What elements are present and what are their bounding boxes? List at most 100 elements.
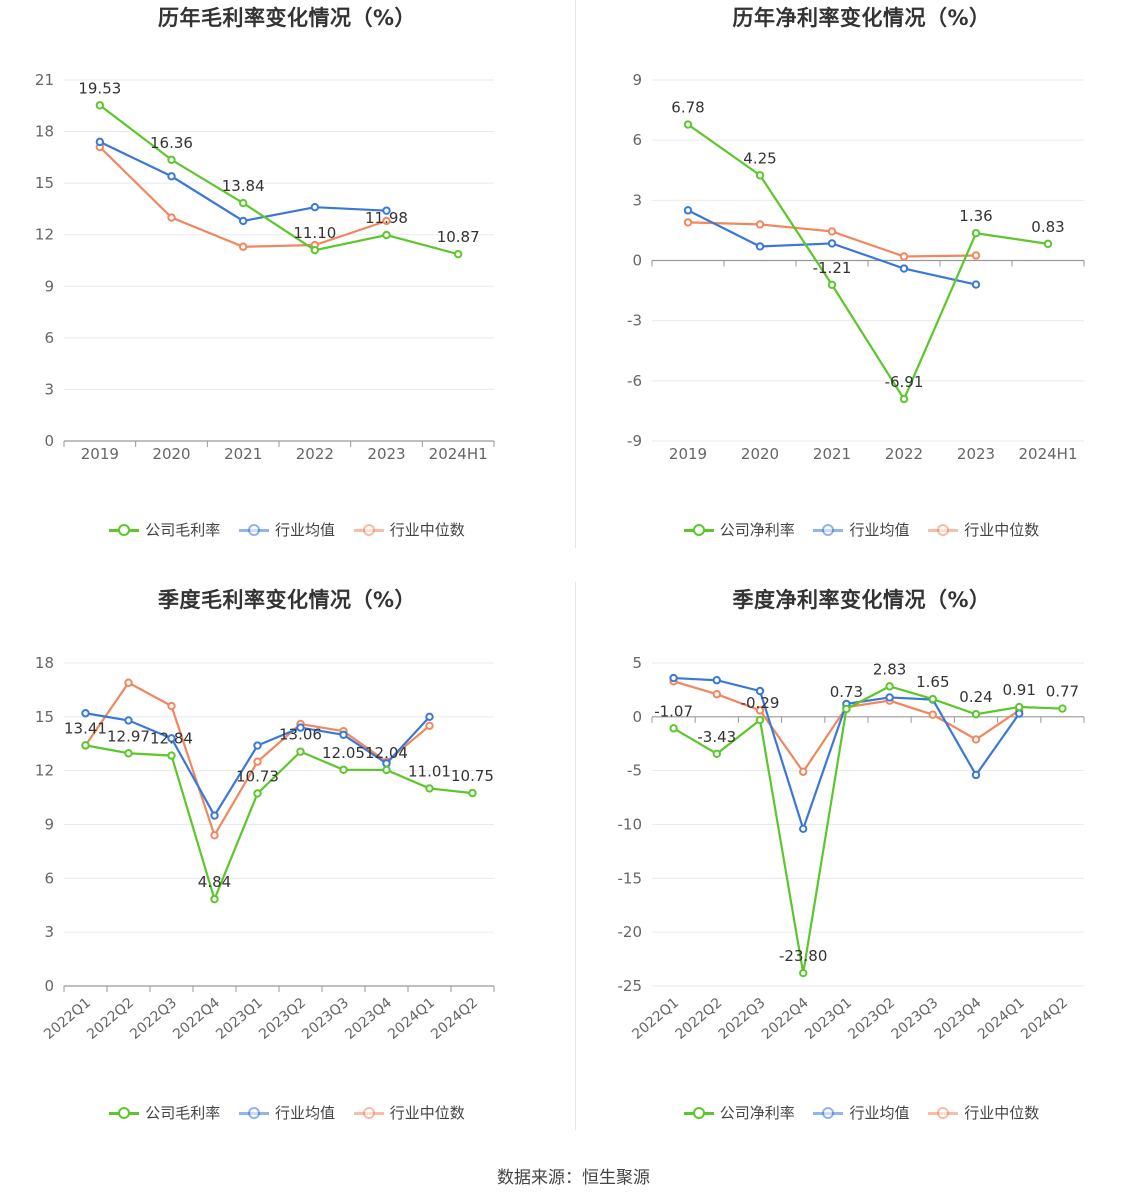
data-label: 11.98 xyxy=(365,209,408,227)
legend-item-industry-median[interactable]: 行业中位数 xyxy=(928,1102,1039,1123)
data-label: 16.36 xyxy=(150,134,193,152)
panel-divider xyxy=(575,0,576,548)
y-tick-label: 0 xyxy=(44,432,54,450)
legend-item-industry-median[interactable]: 行业中位数 xyxy=(928,519,1039,540)
x-tick-label: 2023Q1 xyxy=(802,995,855,1043)
quarterly-net-margin-panel: 季度净利率变化情况（%） -25 -20 -15 -10 -5 0 5 2022Q1 2022Q… xyxy=(576,582,1147,1142)
legend-item-company[interactable]: 公司毛利率 xyxy=(109,519,220,540)
legend-label: 行业中位数 xyxy=(389,521,465,539)
x-tick-label: 2022Q2 xyxy=(673,995,726,1043)
legend-item-company[interactable]: 公司净利率 xyxy=(683,519,795,540)
legend-label: 公司净利率 xyxy=(719,521,795,539)
legend-label: 行业均值 xyxy=(274,521,335,539)
x-tick-label: 2021 xyxy=(813,445,851,463)
legend-item-company[interactable]: 公司毛利率 xyxy=(109,1102,220,1123)
chart-legend: 公司毛利率 行业均值 行业中位数 xyxy=(0,519,574,540)
x-tick-label: 2022Q3 xyxy=(716,995,769,1043)
data-point xyxy=(167,701,176,711)
legend-label: 公司毛利率 xyxy=(145,1104,221,1122)
data-point xyxy=(712,749,722,758)
data-label: 0.73 xyxy=(830,683,863,701)
y-tick-label: 0 xyxy=(44,977,54,995)
data-label: 10.73 xyxy=(236,767,279,785)
data-label: 13.06 xyxy=(279,726,322,744)
y-tick-label: -5 xyxy=(627,762,642,780)
y-tick-label: 12 xyxy=(35,762,54,780)
x-tick-label: 2020 xyxy=(741,445,779,463)
data-point xyxy=(310,203,320,212)
data-label: 0.91 xyxy=(1002,681,1035,699)
data-point xyxy=(755,171,765,180)
legend-item-industry-median[interactable]: 行业中位数 xyxy=(353,1102,465,1123)
legend-item-industry-mean[interactable]: 行业均值 xyxy=(238,1102,335,1123)
x-tick-label: 2020 xyxy=(152,445,190,463)
data-point xyxy=(971,735,981,744)
data-label: 12.04 xyxy=(365,744,408,762)
data-point xyxy=(425,721,434,731)
y-tick-label: -9 xyxy=(627,432,642,450)
data-point xyxy=(971,710,981,719)
y-tick-label: 15 xyxy=(35,708,54,726)
data-label: 0.77 xyxy=(1046,683,1079,701)
data-point xyxy=(453,249,463,259)
y-tick-label: -20 xyxy=(618,923,643,941)
data-label: 1.36 xyxy=(959,207,992,225)
legend-item-industry-mean[interactable]: 行业均值 xyxy=(813,1102,910,1123)
x-tick-label: 2024Q1 xyxy=(975,995,1028,1043)
data-point xyxy=(827,227,837,236)
data-point xyxy=(827,280,837,289)
legend-item-industry-median[interactable]: 行业中位数 xyxy=(353,519,465,540)
x-tick-label: 2023Q1 xyxy=(213,995,266,1043)
data-point xyxy=(683,120,693,129)
legend-item-industry-mean[interactable]: 行业均值 xyxy=(813,519,910,540)
data-label: -6.91 xyxy=(885,373,924,391)
data-point xyxy=(669,724,678,733)
data-point xyxy=(81,709,90,718)
quarterly-gross-margin-panel: 季度毛利率变化情况（%） 0 3 6 9 12 15 18 2022Q1 2022Q2 2022Q… xyxy=(0,582,574,1142)
y-tick-label: 18 xyxy=(35,123,54,141)
data-point xyxy=(842,704,851,714)
x-tick-label: 2022 xyxy=(885,445,923,463)
data-point xyxy=(899,252,909,261)
data-source-note: 数据来源：恒生聚源 xyxy=(497,1168,650,1188)
y-tick-label: 9 xyxy=(44,816,54,834)
data-point xyxy=(124,716,133,725)
data-point xyxy=(971,251,981,260)
data-point xyxy=(95,137,105,147)
data-point xyxy=(1043,239,1053,249)
data-point xyxy=(253,789,262,798)
y-tick-label: -6 xyxy=(627,372,642,390)
quarterly-net-margin-chart: -25 -20 -15 -10 -5 0 5 2022Q12022Q22022Q32022Q4… xyxy=(618,654,1085,1043)
data-point xyxy=(339,765,348,774)
quarterly-gross-margin-chart: 0 3 6 9 12 15 18 2022Q12022Q22022Q32022Q42023Q1… xyxy=(35,654,495,1043)
legend-item-company[interactable]: 公司净利率 xyxy=(683,1102,795,1123)
data-point xyxy=(799,824,808,834)
y-tick-label: 0 xyxy=(632,708,642,726)
data-label: 4.84 xyxy=(198,873,231,891)
data-point xyxy=(425,712,434,722)
data-point xyxy=(971,280,981,289)
series-line xyxy=(99,104,459,256)
data-label: 4.25 xyxy=(743,149,776,167)
x-tick-label: 2022 xyxy=(296,445,334,463)
legend-label: 行业中位数 xyxy=(389,1104,465,1122)
legend-line-icon xyxy=(928,524,959,536)
legend-line-icon xyxy=(813,524,844,536)
x-tick-label: 2024Q1 xyxy=(385,995,438,1043)
y-tick-label: 5 xyxy=(632,654,642,672)
legend-line-icon xyxy=(238,524,269,536)
y-tick-label: -15 xyxy=(618,869,643,887)
x-tick-label: 2022Q3 xyxy=(127,995,180,1043)
data-point xyxy=(167,172,176,181)
legend-item-industry-mean[interactable]: 行业均值 xyxy=(238,519,335,540)
data-label: 1.65 xyxy=(916,673,949,691)
data-label: 0.83 xyxy=(1031,218,1064,236)
y-tick-label: -3 xyxy=(627,312,642,330)
x-tick-label: 2022Q4 xyxy=(170,995,223,1043)
chart-title: 历年毛利率变化情况（%） xyxy=(157,6,417,30)
legend-label: 行业均值 xyxy=(274,1104,335,1122)
data-label: 2.83 xyxy=(873,660,906,678)
data-label: -1.07 xyxy=(654,702,693,720)
x-tick-label: 2023Q2 xyxy=(256,995,309,1043)
data-label: 12.84 xyxy=(150,730,193,748)
